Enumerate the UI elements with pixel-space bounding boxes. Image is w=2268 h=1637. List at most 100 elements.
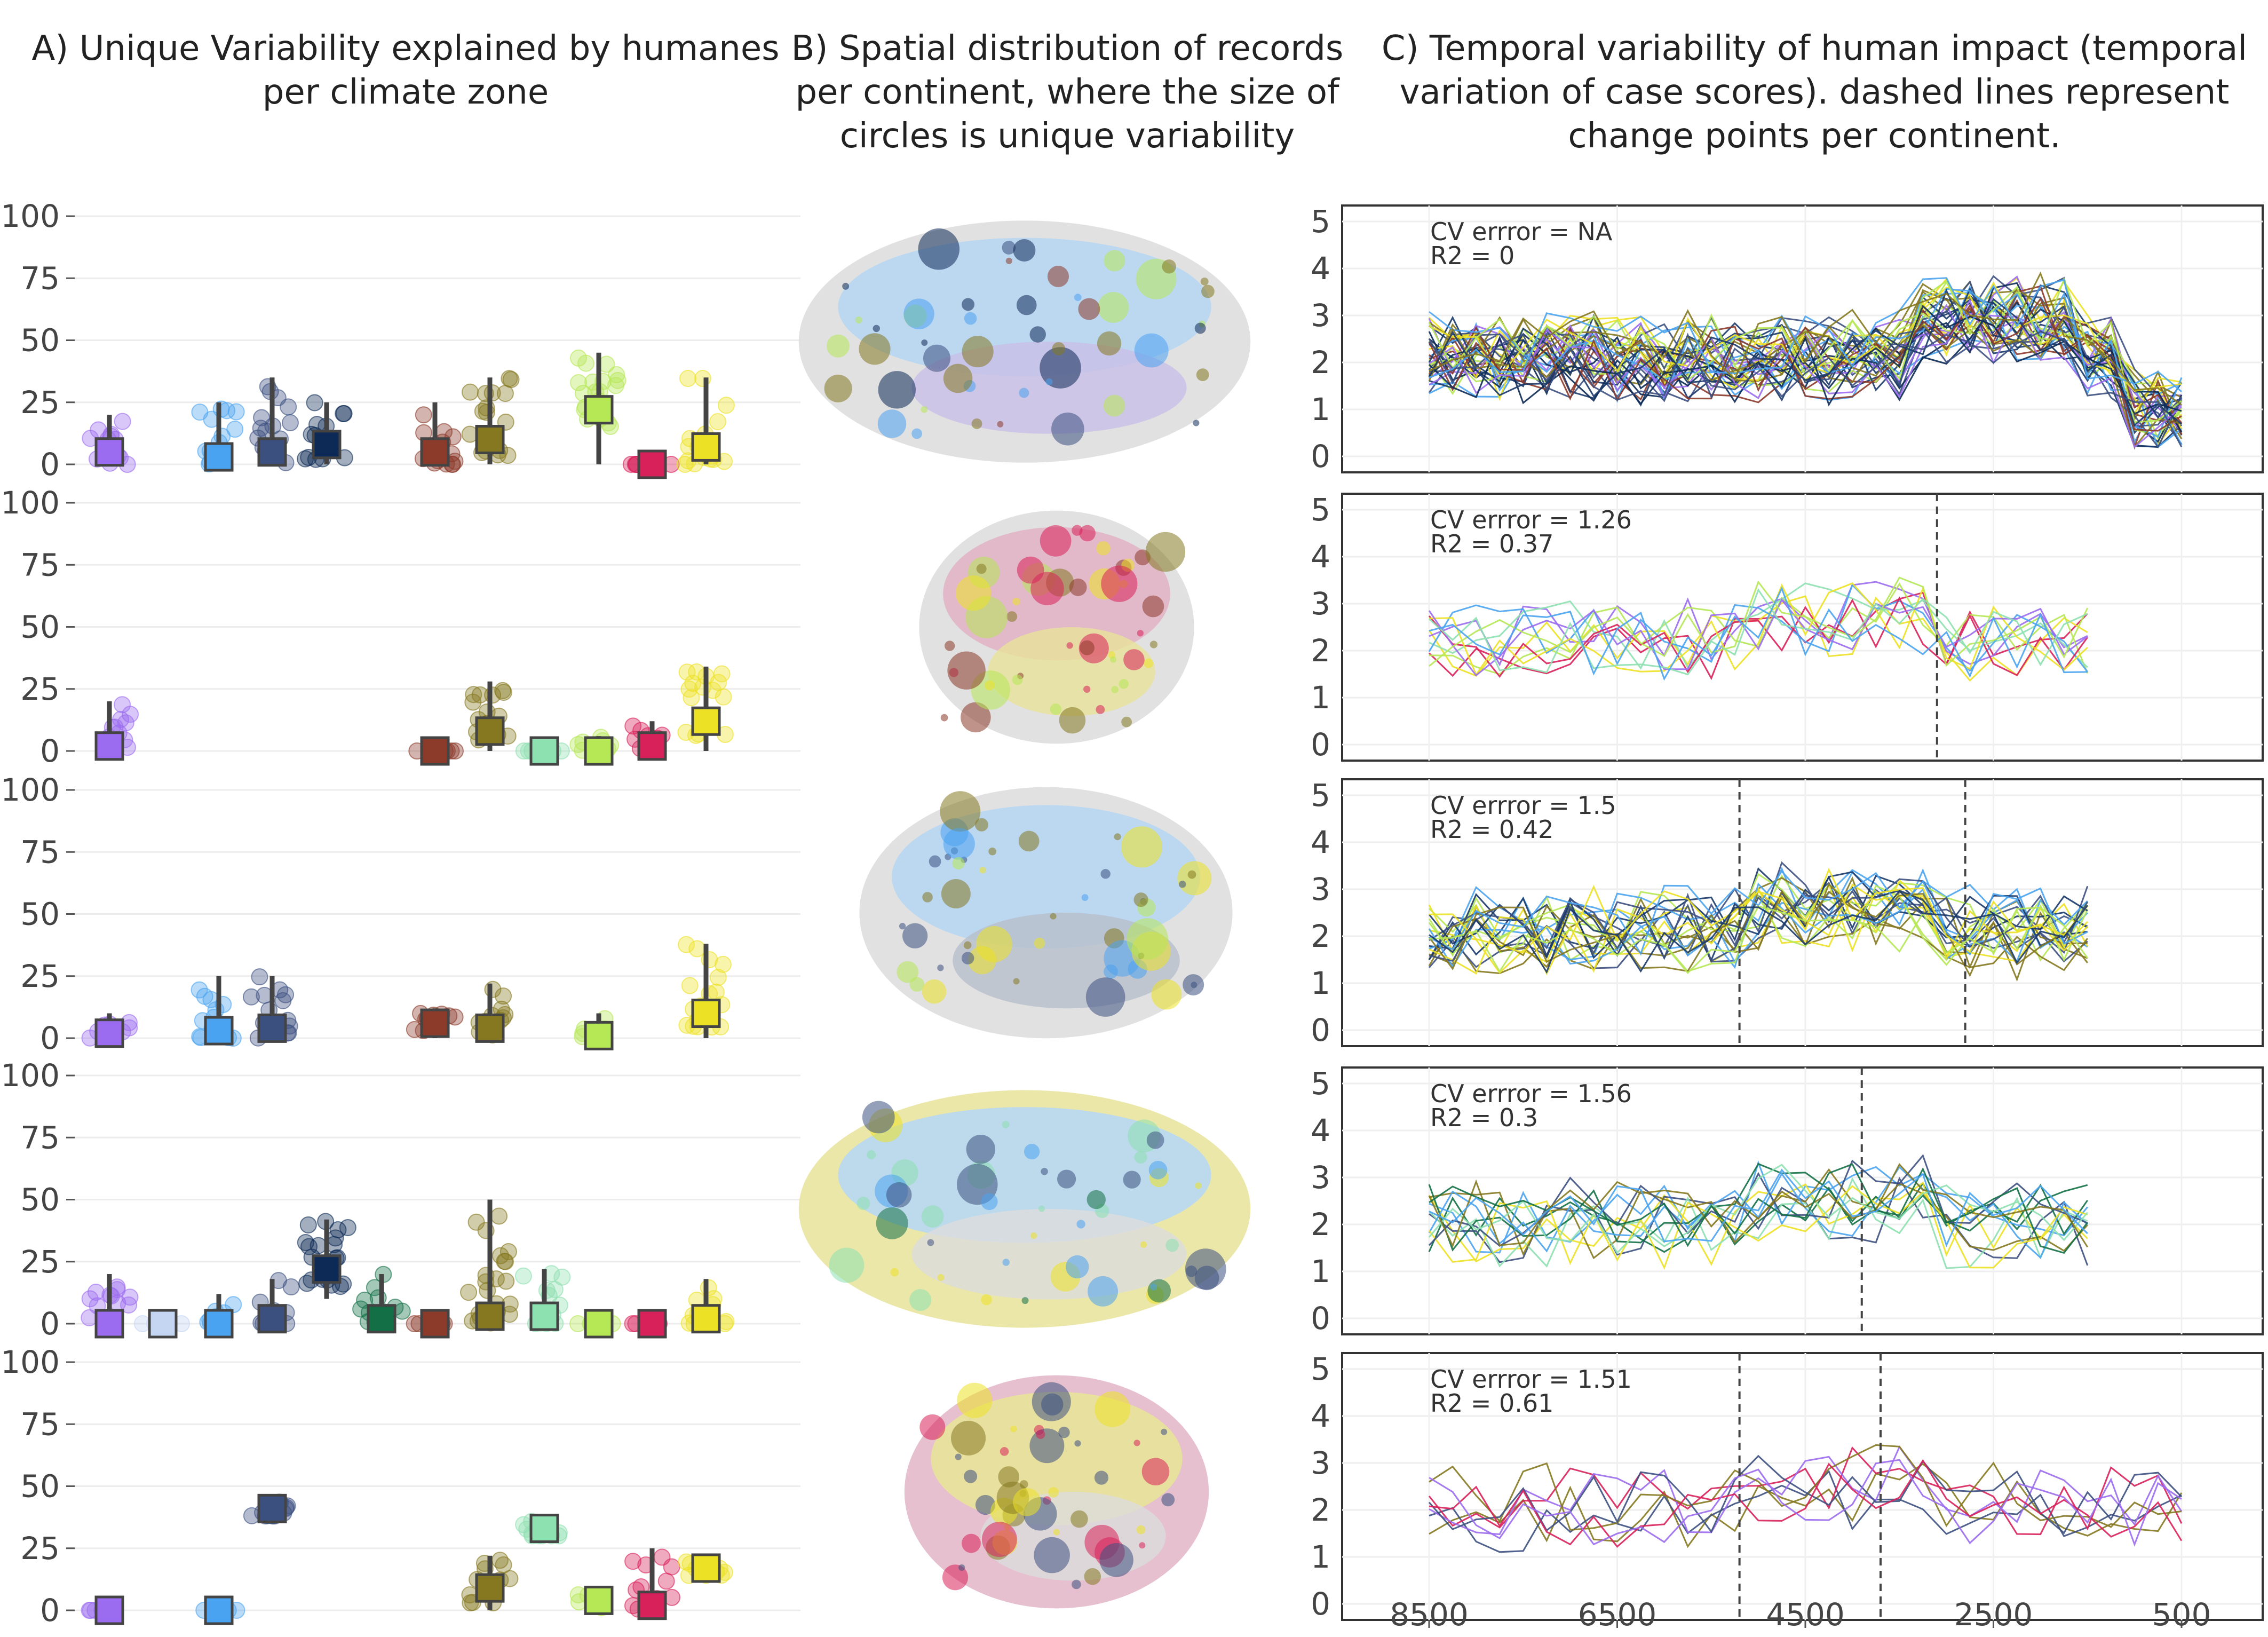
record-circle [1110,656,1117,663]
series-line [1429,867,2088,954]
record-circle [1072,1579,1081,1589]
record-circle [1010,1426,1017,1433]
data-point [717,397,735,414]
record-circle [1121,826,1163,868]
y-tick-label: 100 [1,1344,60,1380]
x-tick-label: 4500 [1766,1596,1845,1633]
record-circle [1145,532,1186,572]
y-tick-label: 2 [1311,344,1330,381]
record-circle [964,1469,978,1483]
y-tick-label: 75 [20,1119,60,1156]
record-circle [1013,1488,1041,1516]
median-box [584,395,614,425]
series-line [1428,598,2088,677]
data-point [243,1507,260,1524]
record-circle [955,1453,962,1460]
series-line [1428,1185,2088,1270]
record-circle [1196,368,1209,382]
series-line [1428,288,2183,435]
panel-b-title: B) Spatial distribution of records per c… [791,29,1344,156]
record-circle [1177,861,1212,896]
data-point [684,675,702,692]
record-circle [1201,284,1215,298]
data-point [495,684,512,701]
series-line [1429,582,2088,677]
y-tick-label: 2 [1311,1206,1330,1243]
data-point [676,455,694,473]
continent-map-2 [919,510,1194,744]
x-tick-label: 8500 [1390,1596,1469,1633]
y-tick-label: 100 [1,198,60,234]
median-box [420,437,450,467]
record-circle [981,1193,998,1211]
data-point [462,1594,479,1612]
record-circle [1133,892,1148,907]
record-circle [940,714,948,722]
record-circle [1098,291,1129,323]
series-line [1429,882,2089,974]
y-tick-label: 3 [1311,1159,1330,1196]
continent-map-1 [798,220,1251,463]
record-circle [829,1247,865,1283]
series-line [1429,576,2089,667]
record-circle [918,228,960,270]
median-box [691,1304,721,1334]
data-point [406,1315,423,1332]
data-point [538,1282,556,1299]
data-point [277,986,295,1003]
record-circle [1041,1393,1064,1416]
record-circle [974,818,988,832]
record-circle [1002,241,1016,255]
record-circle [1080,640,1095,655]
median-box [475,425,505,454]
data-point [491,1552,509,1569]
boxplot-row-2: 0 25 50 75 100 [1,485,800,769]
record-circle [1151,979,1182,1010]
series-line [1429,271,2182,406]
record-circle [1070,1510,1088,1528]
median-box [94,731,124,761]
record-circle [937,964,944,971]
median-box [584,1585,614,1615]
record-circle [1024,1143,1040,1160]
y-tick-label: 25 [20,958,60,994]
record-circle [943,828,975,860]
record-circle [962,336,994,368]
median-box [637,449,667,479]
data-point [191,404,209,421]
median-box [148,1309,178,1339]
median-box [691,432,721,462]
record-circle [1144,658,1154,668]
data-point [569,1315,586,1332]
record-circle [1029,326,1046,343]
record-circle [1074,294,1082,302]
record-circle [1084,1568,1101,1585]
data-point [657,1572,675,1590]
median-box [257,1013,287,1043]
data-point [679,370,697,387]
series-line [1428,284,2183,419]
median-box [637,1591,667,1620]
data-point [415,406,432,424]
boxplot-row-4: 0 25 50 75 100 [1,1057,800,1342]
series-line [1429,586,2088,681]
data-point [490,1207,508,1225]
record-circle [867,1150,876,1160]
data-point [117,714,134,732]
data-point [461,383,479,401]
record-circle [957,1382,993,1418]
record-circle [1066,1255,1089,1279]
record-circle [909,1289,932,1311]
cv-error-label: CV errror = 1.5 [1430,791,1616,820]
record-circle [1119,679,1129,689]
record-circle [1040,347,1081,389]
y-tick-label: 75 [20,260,60,296]
cv-error-label: CV errror = 1.26 [1430,505,1632,534]
series-line [1429,1168,2088,1247]
record-circle [1183,974,1204,996]
series-line [1428,886,2088,962]
